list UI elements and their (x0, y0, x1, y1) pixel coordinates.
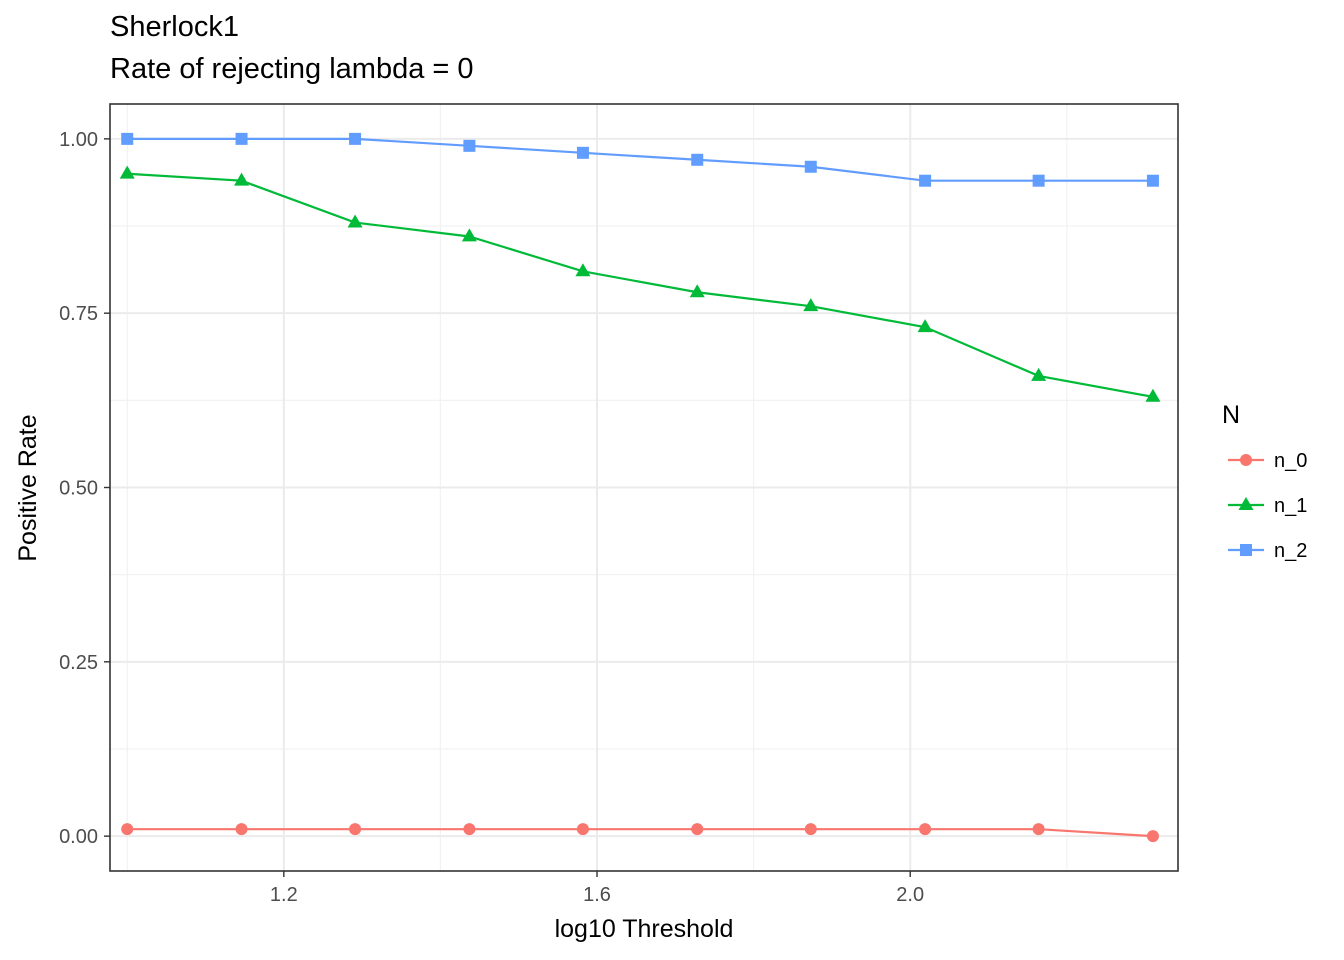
y-tick-label: 0.25 (59, 652, 98, 674)
data-point-n_2 (235, 132, 248, 145)
series-line-n_2 (127, 137, 1153, 182)
data-point-n_0 (576, 823, 589, 836)
x-tick-label: 1.2 (270, 884, 298, 906)
data-point-n_1 (689, 284, 705, 298)
y-tick-label: 0.50 (59, 478, 98, 500)
chart-title: Sherlock1 (110, 11, 239, 43)
data-point-n_2 (919, 174, 932, 187)
data-point-n_1 (234, 172, 250, 186)
data-point-n_0 (804, 823, 817, 836)
data-point-n_1 (917, 319, 933, 333)
data-point-n_1 (803, 298, 819, 312)
data-point-n_0 (691, 823, 704, 836)
series-n_0 (121, 823, 1159, 843)
data-point-n_0 (463, 823, 476, 836)
data-point-n_2 (121, 132, 134, 145)
data-point-n_2 (349, 132, 362, 145)
legend-item-n_1: n_1 (1228, 495, 1307, 517)
series-layer (119, 132, 1161, 843)
legend-key-marker (1238, 496, 1254, 510)
legend-items: n_0 n_1 n_2 (1228, 450, 1307, 562)
data-point-n_2 (804, 160, 817, 173)
data-point-n_1 (461, 228, 477, 242)
series-n_2 (121, 132, 1159, 187)
legend-item-n_0: n_0 (1228, 450, 1307, 472)
chart-subtitle: Rate of rejecting lambda = 0 (110, 53, 474, 85)
data-point-n_2 (691, 153, 704, 166)
data-point-n_2 (576, 146, 589, 159)
data-point-n_0 (235, 823, 248, 836)
legend-title: N (1222, 401, 1240, 429)
series-line-n_1 (127, 172, 1154, 398)
y-tick-label: 0.00 (59, 826, 98, 848)
legend-key-marker (1240, 544, 1252, 556)
series-line-n_0 (127, 828, 1154, 838)
data-point-n_0 (1146, 830, 1159, 843)
x-axis-title: log10 Threshold (555, 915, 734, 943)
legend-label: n_1 (1274, 495, 1307, 517)
legend-key-marker (1240, 454, 1252, 466)
data-point-n_1 (347, 214, 363, 228)
y-tick-label: 1.00 (59, 129, 98, 151)
data-point-n_1 (1031, 367, 1047, 381)
data-point-n_2 (463, 139, 476, 152)
y-axis-title: Positive Rate (14, 414, 42, 561)
x-tick-label: 1.6 (583, 884, 611, 906)
legend-label: n_0 (1274, 450, 1307, 472)
x-tick-label: 2.0 (896, 884, 924, 906)
data-point-n_1 (575, 263, 591, 277)
data-point-n_1 (1145, 388, 1161, 402)
data-point-n_0 (919, 823, 932, 836)
data-point-n_1 (119, 165, 135, 179)
data-point-n_2 (1146, 174, 1159, 187)
series-n_1 (119, 165, 1161, 402)
data-point-n_0 (349, 823, 362, 836)
y-tick-label: 0.75 (59, 303, 98, 325)
x-axis: 1.2 1.6 2.0 (270, 871, 924, 906)
data-point-n_0 (121, 823, 134, 836)
legend-label: n_2 (1274, 540, 1307, 562)
legend: N n_0 n_1 n_2 (1222, 401, 1307, 562)
legend-item-n_2: n_2 (1228, 540, 1307, 562)
data-point-n_0 (1032, 823, 1045, 836)
y-axis: 0.00 0.25 0.50 0.75 1.00 (59, 129, 110, 848)
data-point-n_2 (1032, 174, 1045, 187)
